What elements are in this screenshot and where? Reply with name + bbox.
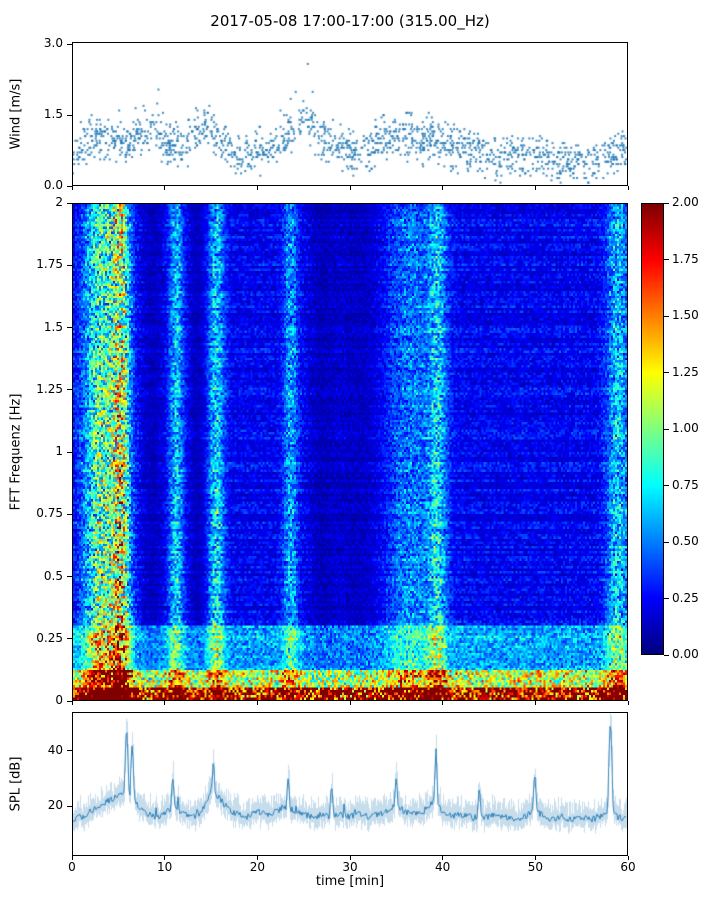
x-tick-label: 10: [157, 860, 173, 874]
wind-xtick: [627, 186, 629, 190]
spectrogram-ytick-label: 1.5: [43, 319, 63, 334]
wind-ytick-label: 3.0: [43, 36, 63, 51]
spl-ytick-label: 40: [47, 742, 63, 757]
x-tick-label: 20: [249, 860, 265, 874]
wind-plot: [72, 42, 628, 186]
spectrogram-ytick-label: 0.25: [36, 630, 63, 645]
spectrogram-plot: [72, 203, 628, 701]
x-tick-label: 50: [527, 860, 543, 874]
colorbar-tick-label: 1.25: [672, 364, 699, 379]
spectrogram-ytick: [67, 327, 72, 328]
colorbar-tick: [664, 202, 669, 204]
wind-ytick: [67, 114, 72, 116]
colorbar-tick: [664, 315, 669, 317]
wind-xtick: [256, 186, 258, 190]
spl-xtick: [71, 856, 73, 860]
x-tick-label: 0: [68, 860, 76, 874]
colorbar-tick: [664, 428, 669, 430]
colorbar-tick: [664, 654, 669, 656]
spectrogram-ytick: [67, 451, 72, 453]
spectrogram-ytick-label: 0.75: [36, 506, 63, 521]
spectrogram-ytick-label: 2: [55, 195, 63, 209]
spectrogram-ytick: [67, 700, 72, 702]
spl-xtick: [534, 856, 536, 860]
spectrogram-ytick: [67, 389, 72, 391]
spl-xtick: [349, 856, 351, 860]
colorbar-tick: [664, 485, 669, 486]
spectrogram-ytick: [67, 576, 72, 577]
spectrogram-canvas: [73, 204, 627, 700]
colorbar-tick-label: 1.75: [672, 251, 699, 266]
wind-ytick: [67, 185, 72, 187]
colorbar-tick: [664, 541, 669, 543]
spectrogram-xtick: [442, 701, 444, 705]
spectrogram-ytick: [67, 638, 72, 640]
spl-xtick: [442, 856, 444, 860]
wind-scatter-canvas: [73, 43, 627, 185]
chart-title: 2017-05-08 17:00-17:00 (315.00_Hz): [210, 12, 490, 30]
spl-ytick-label: 20: [47, 798, 63, 813]
spectrogram-xtick: [534, 701, 536, 705]
colorbar-tick: [664, 372, 669, 373]
spectrogram-ytick-label: 1: [55, 444, 63, 458]
wind-ytick: [67, 43, 72, 45]
spectrogram-xtick: [349, 701, 351, 705]
spl-xtick: [164, 856, 166, 860]
spl-plot: [72, 712, 628, 856]
spectrogram-ytick-label: 0.5: [43, 568, 63, 583]
spectrogram-ytick: [67, 264, 72, 266]
colorbar-tick-label: 0.50: [672, 534, 699, 548]
spectrogram-xtick: [256, 701, 258, 705]
spectrogram-ytick-label: 1.25: [36, 381, 63, 396]
spectrogram-ytick: [67, 202, 72, 204]
spectrogram-ytick-label: 0: [55, 693, 63, 707]
x-tick-label: 30: [342, 860, 358, 874]
spectrogram-ytick-label: 1.75: [36, 257, 63, 272]
spectrogram-xtick: [627, 701, 629, 705]
x-axis-label: time [min]: [315, 874, 385, 889]
wind-xtick: [534, 186, 536, 190]
wind-xtick: [164, 186, 166, 190]
spl-xtick: [256, 856, 258, 860]
spl-ytick: [67, 805, 72, 807]
x-tick-label: 40: [435, 860, 451, 874]
spectrogram-xtick: [164, 701, 166, 705]
wind-xtick: [442, 186, 444, 190]
colorbar-tick-label: 2.00: [672, 195, 699, 209]
spl-line-canvas: [73, 713, 627, 855]
spectrogram-ytick: [67, 513, 72, 515]
colorbar: [641, 203, 664, 655]
wind-xtick: [71, 186, 73, 190]
colorbar-tick: [664, 259, 669, 260]
wind-ytick-label: 1.5: [43, 107, 63, 122]
wind-ytick-label: 0.0: [43, 178, 63, 192]
colorbar-tick-label: 0.00: [672, 647, 699, 661]
colorbar-tick: [664, 598, 669, 599]
colorbar-tick-label: 1.00: [672, 421, 699, 435]
x-tick-label: 60: [620, 860, 636, 874]
wind-xtick: [349, 186, 351, 190]
colorbar-tick-label: 0.75: [672, 477, 699, 492]
spl-ytick: [67, 750, 72, 752]
spl-xtick: [627, 856, 629, 860]
colorbar-tick-label: 0.25: [672, 590, 699, 605]
colorbar-canvas: [642, 204, 663, 654]
spectrogram-xtick: [71, 701, 73, 705]
colorbar-tick-label: 1.50: [672, 308, 699, 322]
